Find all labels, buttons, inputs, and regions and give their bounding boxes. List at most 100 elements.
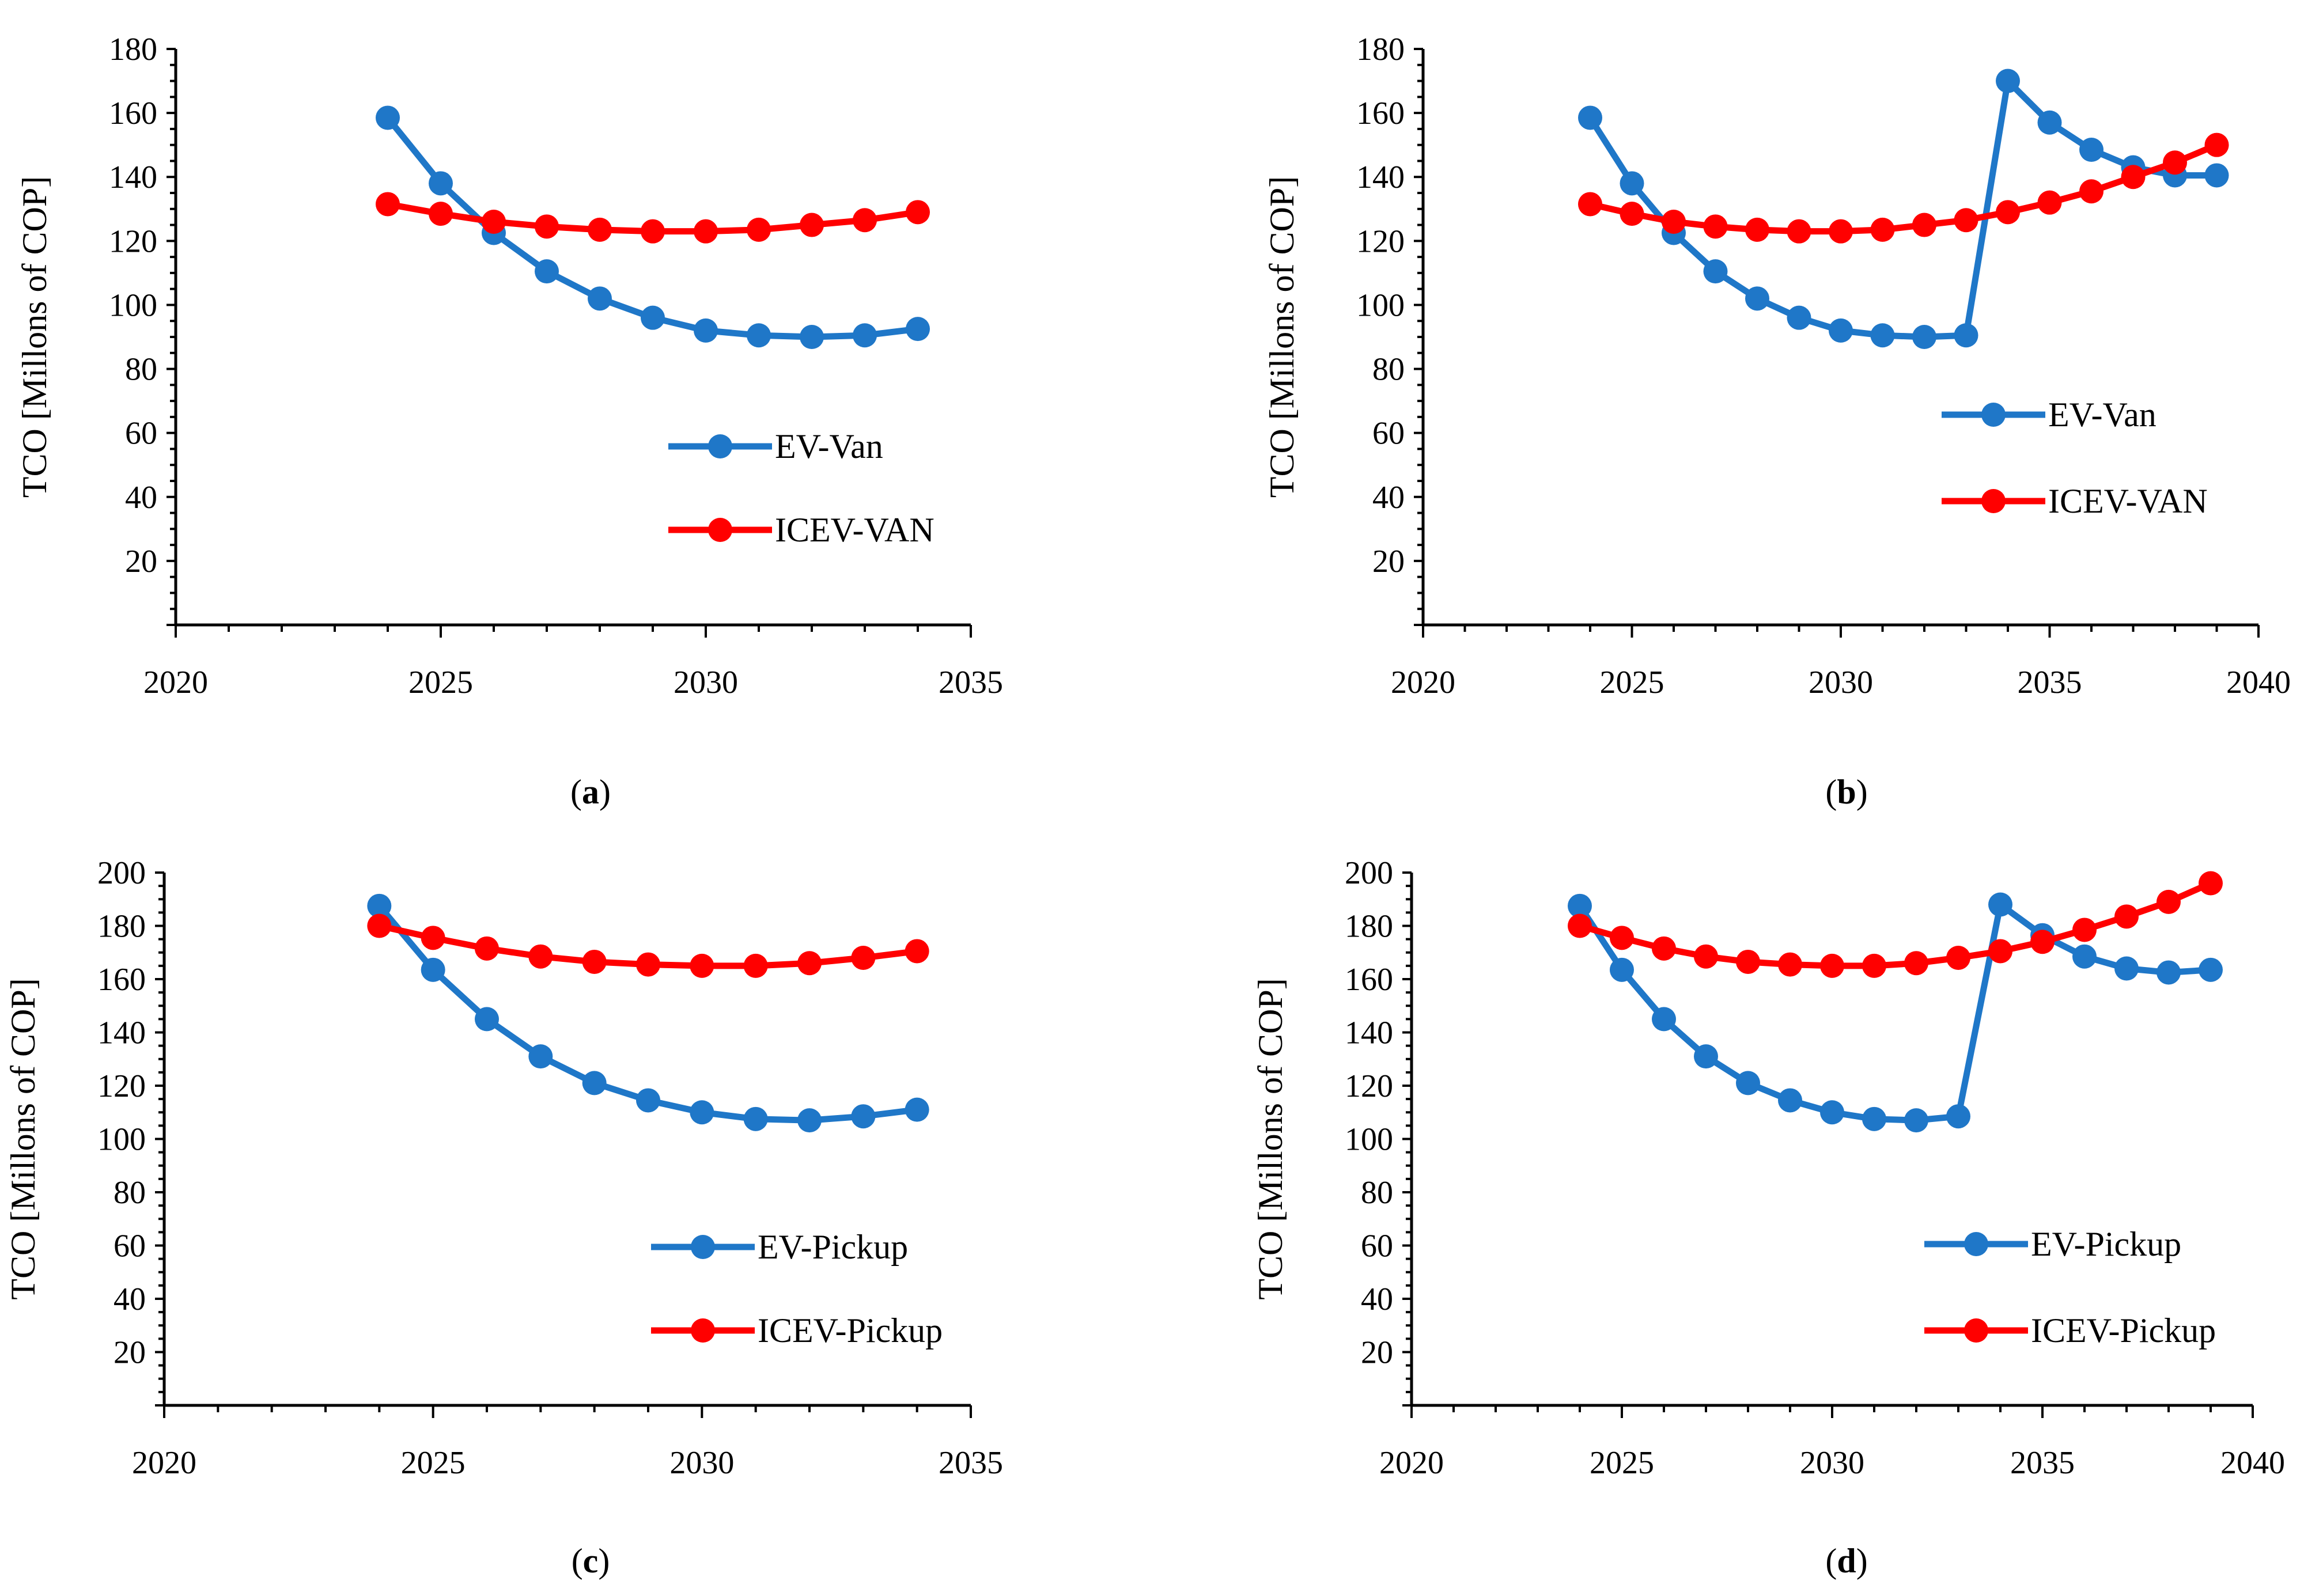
y-tick-label: 40 <box>125 480 157 515</box>
panel-caption-letter: a <box>582 773 599 811</box>
legend-entry-ev-pickup: EV-Pickup <box>1924 1225 2181 1263</box>
data-point-icev-pickup <box>1904 951 1928 976</box>
data-point-ev-van <box>1954 323 1978 348</box>
data-point-icev-pickup <box>1778 952 1802 977</box>
legend-entry-icev-pickup: ICEV-Pickup <box>1924 1311 2216 1349</box>
legend-entry-icev-van: ICEV-VAN <box>1942 482 2208 520</box>
data-point-ev-pickup <box>1904 1108 1928 1133</box>
data-point-ev-van <box>906 317 930 342</box>
data-point-ev-van <box>853 323 877 348</box>
x-tick-label: 2030 <box>669 1445 734 1481</box>
data-point-ev-van <box>1870 323 1895 348</box>
data-point-icev-pickup <box>1694 944 1718 969</box>
data-point-ev-pickup <box>1946 1104 1970 1129</box>
x-tick-label: 2040 <box>2226 665 2291 700</box>
data-point-ev-van <box>429 171 453 196</box>
data-point-ev-van <box>2204 163 2229 188</box>
y-tick-label: 100 <box>109 287 157 323</box>
data-point-icev-van <box>694 219 718 244</box>
x-tick-label: 2035 <box>2018 665 2082 700</box>
data-point-ev-van <box>641 305 665 330</box>
data-point-icev-van <box>1578 192 1602 217</box>
y-tick-label: 80 <box>1372 352 1405 388</box>
data-point-ev-pickup <box>905 1097 929 1122</box>
data-point-icev-pickup <box>367 913 392 938</box>
y-tick-label: 60 <box>1361 1229 1393 1264</box>
y-tick-label: 160 <box>1345 962 1393 998</box>
data-point-icev-van <box>1745 217 1769 242</box>
legend-label: ICEV-VAN <box>775 511 935 549</box>
panel-caption-letter: d <box>1837 1542 1856 1580</box>
data-point-ev-van <box>1829 318 1853 343</box>
y-axis-title: TCO [Millons of COP] <box>16 176 54 498</box>
data-point-icev-van <box>1703 214 1728 239</box>
data-point-ev-pickup <box>851 1104 876 1129</box>
legend-label: ICEV-Pickup <box>2031 1311 2216 1349</box>
y-tick-label: 140 <box>97 1015 146 1051</box>
data-point-icev-van <box>535 214 559 239</box>
data-point-icev-van <box>1870 217 1895 242</box>
panel-caption: (b) <box>1825 773 1867 811</box>
data-point-ev-pickup <box>636 1088 660 1113</box>
x-tick-label: 2035 <box>939 1445 1003 1481</box>
y-tick-label: 140 <box>1356 160 1405 195</box>
data-point-icev-pickup <box>582 949 607 974</box>
y-tick-label: 140 <box>109 160 157 195</box>
legend-swatch-marker <box>708 518 732 542</box>
data-point-icev-van <box>800 213 824 237</box>
data-point-ev-pickup <box>475 1007 499 1032</box>
y-tick-label: 200 <box>97 855 146 891</box>
data-point-icev-pickup <box>743 953 768 978</box>
data-point-icev-van <box>2163 150 2187 175</box>
x-tick-label: 2030 <box>674 665 738 700</box>
legend-entry-icev-van: ICEV-VAN <box>668 511 935 549</box>
data-point-ev-van <box>1620 171 1644 196</box>
data-point-ev-pickup <box>2157 960 2181 985</box>
chart-panel-c: 20 40 60 80 100 120 140 160 180 200 2020 2025 2030 20… <box>4 855 1003 1580</box>
data-point-ev-pickup <box>797 1108 822 1133</box>
x-tick-label: 2020 <box>143 665 208 700</box>
data-point-ev-van <box>694 318 718 343</box>
data-point-icev-van <box>376 192 400 217</box>
x-tick-label: 2030 <box>1800 1445 1864 1481</box>
x-tick-label: 2020 <box>1379 1445 1444 1481</box>
series-line-icev-van <box>1589 142 2218 235</box>
legend-swatch-marker <box>1981 489 2006 513</box>
data-point-ev-van <box>2079 138 2104 162</box>
legend-entry-icev-pickup: ICEV-Pickup <box>651 1311 943 1349</box>
data-point-ev-pickup <box>1568 893 1592 918</box>
y-tick-label: 40 <box>1361 1282 1393 1317</box>
legend-swatch-marker <box>691 1235 715 1259</box>
data-point-ev-pickup <box>1610 957 1634 982</box>
series-line-ev-pickup <box>1577 901 2211 1124</box>
data-point-icev-van <box>1662 210 1686 234</box>
data-point-icev-pickup <box>1946 946 1970 970</box>
data-point-icev-van <box>1829 219 1853 244</box>
data-point-icev-van <box>1787 219 1811 244</box>
x-tick-label: 2025 <box>401 1445 466 1481</box>
data-point-ev-pickup <box>1652 1007 1676 1032</box>
data-point-ev-pickup <box>743 1106 768 1131</box>
data-point-ev-pickup <box>2199 957 2223 982</box>
legend-label: ICEV-VAN <box>2048 482 2208 520</box>
y-tick-label: 20 <box>1361 1335 1393 1371</box>
data-point-icev-van <box>2037 190 2062 215</box>
data-point-ev-pickup <box>1820 1100 1844 1125</box>
data-point-ev-pickup <box>1988 892 2012 917</box>
y-tick-label: 40 <box>1372 480 1405 515</box>
y-tick-label: 160 <box>109 96 157 131</box>
panel-caption: (c) <box>572 1542 610 1580</box>
data-point-ev-van <box>2037 110 2062 135</box>
data-point-icev-pickup <box>2199 871 2223 896</box>
data-point-ev-pickup <box>1694 1044 1718 1069</box>
data-point-icev-pickup <box>797 951 822 976</box>
legend-label: EV-Van <box>775 427 883 465</box>
x-tick-label: 2025 <box>1590 1445 1654 1481</box>
data-point-icev-van <box>906 200 930 225</box>
series-line-ev-van <box>1587 78 2217 340</box>
chart-panel-a: 20 40 60 80 100 120 140 160 180 2020 2025 2030 2035 T… <box>16 32 1003 811</box>
data-point-ev-pickup <box>1778 1088 1802 1113</box>
x-tick-label: 2025 <box>408 665 473 700</box>
y-tick-label: 60 <box>114 1229 146 1264</box>
